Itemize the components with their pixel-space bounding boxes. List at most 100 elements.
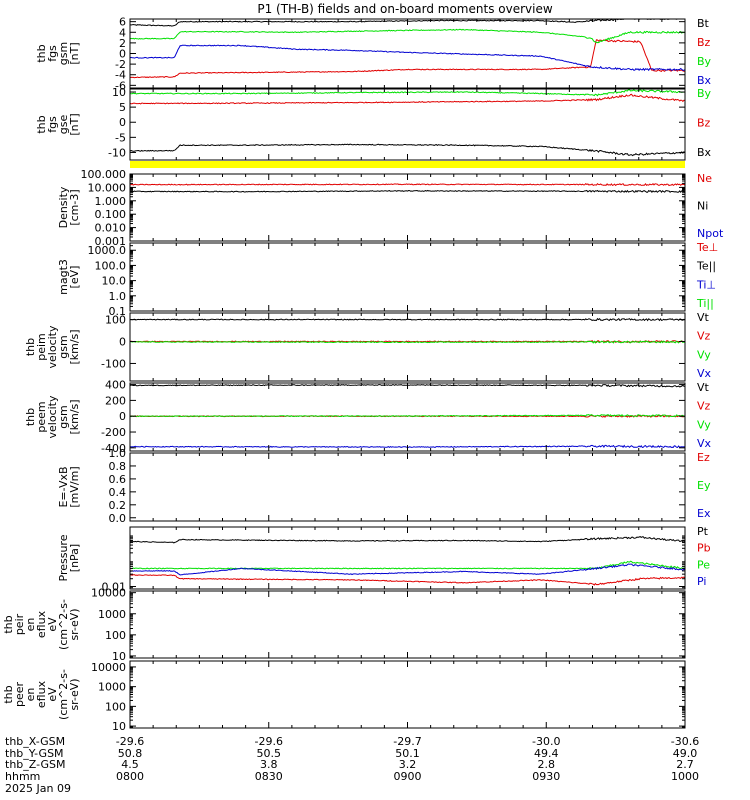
y-axis-label-line: velocity	[46, 395, 59, 438]
legend-peem-velocity-vz: Vz	[697, 400, 711, 413]
y-tick-label: 0.001	[95, 235, 127, 248]
ephemeris-value: 50.5	[257, 747, 282, 760]
ephemeris-value: 3.8	[260, 758, 278, 771]
y-tick-label: 100.0	[95, 259, 127, 272]
y-tick-label: 0.100	[95, 208, 127, 221]
y-axis-label-line: thb	[35, 44, 48, 62]
y-tick-label: 1.000	[95, 195, 127, 208]
panel-frame	[129, 312, 686, 382]
series-pressure-pi	[130, 563, 686, 576]
y-axis-label-line: (cm^2-s-	[57, 599, 70, 650]
series-pressure-pt	[130, 536, 686, 544]
y-tick-label: -200	[101, 426, 126, 439]
y-tick-label: 2	[119, 37, 126, 50]
legend-density-npot: Npot	[697, 227, 724, 240]
legend-peem-velocity-vy: Vy	[697, 418, 711, 431]
legend-fgs-gsm-bt: Bt	[697, 17, 710, 30]
legend-density-ne: Ne	[697, 172, 712, 185]
panel-frame	[129, 660, 686, 729]
y-tick-label: 10.0	[102, 275, 127, 288]
ephemeris-value: 0830	[255, 770, 283, 783]
y-axis-label-line: thb	[35, 115, 48, 133]
panel-frame	[129, 18, 686, 89]
panel-frame	[129, 242, 686, 312]
y-axis-label-line: en	[24, 618, 37, 632]
y-axis-label-line: eV	[46, 687, 59, 702]
y-axis-label-line: magt3	[57, 259, 70, 295]
legend-fgs-gsm-bz: Bz	[697, 36, 711, 49]
y-tick-label: 1000.0	[88, 244, 127, 257]
y-tick-label: 400	[105, 379, 126, 392]
y-tick-label: 100	[105, 700, 126, 713]
y-axis-label-line: [mV/m]	[68, 466, 81, 507]
y-tick-label: 5	[119, 101, 126, 114]
legend-peim-velocity-vz: Vz	[697, 330, 711, 343]
legend-fgs-gsm-by: By	[697, 55, 712, 68]
ephemeris-value: 50.8	[118, 747, 143, 760]
y-axis-label-line: gsm	[57, 405, 70, 428]
y-axis-label-line: peim	[35, 333, 48, 361]
y-tick-label: 0.0	[109, 512, 127, 525]
y-axis-label-line: [km/s]	[68, 399, 81, 434]
y-tick-label: 0	[119, 48, 126, 61]
y-axis-label-line: peem	[35, 401, 48, 432]
series-pressure-pb	[129, 574, 686, 586]
y-axis-label-line: gsm	[57, 42, 70, 65]
y-axis-label-line: velocity	[46, 325, 59, 368]
y-tick-label: 4	[119, 26, 126, 39]
legend-pressure-pb: Pb	[697, 542, 711, 555]
y-axis-label-line: [cm-3]	[68, 189, 81, 225]
legend-density-ni: Ni	[697, 200, 708, 213]
ephemeris-value: -29.6	[116, 735, 144, 748]
legend-peim-velocity-vx: Vx	[697, 367, 712, 380]
y-tick-label: 0	[119, 336, 126, 349]
panels: 6420-2-4-6thbfgsgsm[nT]BtBzByBx1050-5-10…	[2, 16, 724, 733]
ephemeris-value: 50.1	[395, 747, 420, 760]
y-axis-label-line: Pressure	[57, 534, 70, 581]
ephemeris-label: hhmm	[5, 770, 40, 783]
ephemeris-value: 2.7	[676, 758, 694, 771]
y-tick-label: 0	[119, 116, 126, 129]
ephemeris-label: thb_X-GSM	[5, 735, 65, 748]
y-tick-label: -4	[115, 69, 126, 82]
ephemeris-value: 3.2	[399, 758, 417, 771]
y-axis-label-line: eV	[46, 617, 59, 632]
y-tick-label: 1.0	[109, 447, 127, 460]
panel-efield: 1.00.80.60.40.20.0 E=-VxB[mV/m] Ez Ey Ex	[57, 447, 711, 525]
date-label: 2025 Jan 09	[5, 782, 71, 795]
legend-fgs-gsm-bx: Bx	[697, 74, 712, 87]
legend-peim-velocity-vy: Vy	[697, 348, 711, 361]
y-tick-label: 10.000	[88, 181, 127, 194]
legend-temperature-te: Te⊥	[696, 241, 718, 254]
y-tick-label: 100.000	[81, 168, 127, 181]
ephemeris-value: 49.0	[673, 747, 698, 760]
y-tick-label: 10	[112, 86, 126, 99]
y-tick-label: 10000	[91, 587, 126, 600]
y-tick-label: 10	[112, 720, 126, 733]
legend-efield-ey: Ey	[697, 479, 711, 492]
ephemeris-value: -30.6	[671, 735, 699, 748]
y-axis-label-line: sr-eV)	[68, 608, 81, 640]
y-tick-label: -10	[108, 146, 126, 159]
legend-peem-velocity-vx: Vx	[697, 437, 712, 450]
y-axis-label-line: eflux	[35, 680, 48, 708]
y-tick-label: 0.4	[109, 486, 127, 499]
y-tick-label: 0.8	[109, 460, 127, 473]
y-tick-label: -2	[115, 58, 126, 71]
y-tick-label: -400	[101, 442, 126, 455]
series-fgs-gsm-by	[129, 28, 686, 44]
y-axis-label-line: thb	[2, 685, 15, 703]
panel-temperature: 1000.0 100.0 10.0 1.0 0.1 magt3[eV] Te⊥ Te|| Ti⊥…	[57, 241, 718, 318]
y-tick-label: 0.01	[102, 580, 127, 593]
series-fgs-gsm-bz	[129, 39, 685, 79]
series-density-ni	[129, 189, 686, 194]
ephemeris-value: 0930	[532, 770, 560, 783]
legend-pressure-pt: Pt	[697, 525, 709, 538]
y-axis-label-line: thb	[24, 338, 37, 356]
ephemeris-value: 1000	[671, 770, 699, 783]
y-axis-label-line: Density	[57, 186, 70, 228]
panel-frame	[129, 452, 686, 522]
